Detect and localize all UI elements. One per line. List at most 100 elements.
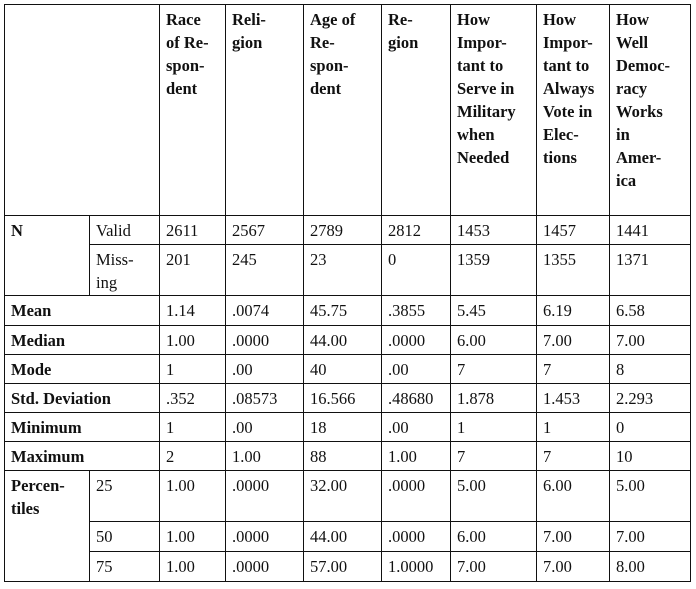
table-cell: 5.00 [609, 470, 691, 522]
table-cell: 1 [536, 412, 610, 442]
table-cell: 7 [536, 441, 610, 471]
table-cell: 7 [450, 354, 537, 384]
row-label-maximum: Maximum [4, 441, 160, 471]
table-row-percentile-75: 75 1.00 .0000 57.00 1.0000 7.00 7.00 8.0… [5, 551, 691, 582]
table-cell: .352 [159, 383, 226, 413]
table-cell: 1 [159, 412, 226, 442]
column-header: Age of Re- spon- dent [303, 4, 382, 216]
table-cell: 1 [450, 412, 537, 442]
table-cell: 7.00 [609, 521, 691, 552]
table-cell: 1.00 [159, 521, 226, 552]
table-cell: 1453 [450, 215, 537, 245]
table-cell: 6.58 [609, 295, 691, 326]
table-cell: 23 [303, 244, 382, 296]
table-cell: 10 [609, 441, 691, 471]
table-cell: .0000 [381, 521, 451, 552]
table-cell: 7 [450, 441, 537, 471]
statistics-table: Race of Re- spon- dent Reli- gion Age of… [4, 4, 691, 582]
table-cell: 1 [159, 354, 226, 384]
row-label-n: N [4, 215, 90, 296]
table-cell: 88 [303, 441, 382, 471]
row-sublabel-percentile: 50 [89, 521, 160, 552]
table-cell: 2812 [381, 215, 451, 245]
table-cell: .00 [225, 354, 304, 384]
table-cell: 6.00 [536, 470, 610, 522]
table-cell: 1.453 [536, 383, 610, 413]
column-header: Reli- gion [225, 4, 304, 216]
table-cell: 1.00 [159, 325, 226, 355]
row-sublabel-percentile: 75 [89, 551, 160, 582]
table-cell: 1.0000 [381, 551, 451, 582]
table-cell: .00 [381, 354, 451, 384]
table-cell: 5.00 [450, 470, 537, 522]
table-cell: .00 [225, 412, 304, 442]
table-row-percentile-50: 50 1.00 .0000 44.00 .0000 6.00 7.00 7.00 [5, 521, 691, 552]
table-cell: 16.566 [303, 383, 382, 413]
table-cell: 1.00 [225, 441, 304, 471]
row-sublabel-valid: Valid [89, 215, 160, 245]
column-header: Race of Re- spon- dent [159, 4, 226, 216]
table-cell: 2789 [303, 215, 382, 245]
table-cell: 8 [609, 354, 691, 384]
table-row-missing: Miss- ing 201 245 23 0 1359 1355 1371 [5, 244, 691, 296]
table-cell: 7.00 [536, 551, 610, 582]
table-cell: 2 [159, 441, 226, 471]
table-cell: 1355 [536, 244, 610, 296]
table-cell: 7.00 [450, 551, 537, 582]
column-header: How Well Democ- racy Works in Amer- ica [609, 4, 691, 216]
table-cell: 44.00 [303, 325, 382, 355]
table-cell: .0000 [225, 551, 304, 582]
table-cell: .0000 [225, 521, 304, 552]
table-cell: .0000 [381, 470, 451, 522]
row-label-percentiles: Percen- tiles [4, 470, 90, 582]
table-cell: 2.293 [609, 383, 691, 413]
column-header: Re- gion [381, 4, 451, 216]
table-cell: .00 [381, 412, 451, 442]
table-cell: 7.00 [609, 325, 691, 355]
table-cell: 7.00 [536, 325, 610, 355]
table-cell: 0 [381, 244, 451, 296]
table-cell: 8.00 [609, 551, 691, 582]
table-cell: 6.19 [536, 295, 610, 326]
table-cell: 44.00 [303, 521, 382, 552]
table-cell: 45.75 [303, 295, 382, 326]
table-cell: 5.45 [450, 295, 537, 326]
table-cell: 1441 [609, 215, 691, 245]
table-cell: 1359 [450, 244, 537, 296]
row-label-std-deviation: Std. Deviation [4, 383, 160, 413]
table-row-minimum: Minimum 1 .00 18 .00 1 1 0 [4, 412, 691, 442]
table-cell: 7 [536, 354, 610, 384]
table-cell: 1371 [609, 244, 691, 296]
table-row-maximum: Maximum 2 1.00 88 1.00 7 7 10 [4, 441, 691, 471]
table-cell: 57.00 [303, 551, 382, 582]
table-row-percentile-25: Percen- tiles 25 1.00 .0000 32.00 .0000 … [4, 470, 691, 582]
table-cell: .0074 [225, 295, 304, 326]
table-cell: 245 [225, 244, 304, 296]
table-cell: 2611 [159, 215, 226, 245]
table-cell: 1457 [536, 215, 610, 245]
table-cell: 0 [609, 412, 691, 442]
table-cell: 2567 [225, 215, 304, 245]
table-cell: 1.00 [159, 470, 226, 522]
table-cell: .0000 [225, 470, 304, 522]
table-cell: .3855 [381, 295, 451, 326]
header-corner-cell [4, 4, 160, 216]
table-cell: 1.878 [450, 383, 537, 413]
column-header: How Impor- tant to Serve in Military whe… [450, 4, 537, 216]
row-label-minimum: Minimum [4, 412, 160, 442]
table-cell: .08573 [225, 383, 304, 413]
table-row-valid: N Valid 2611 2567 2789 2812 1453 1457 14… [4, 215, 691, 296]
table-cell: 40 [303, 354, 382, 384]
table-cell: .48680 [381, 383, 451, 413]
table-row-std-deviation: Std. Deviation .352 .08573 16.566 .48680… [4, 383, 691, 413]
header-row: Race of Re- spon- dent Reli- gion Age of… [4, 4, 691, 216]
table-cell: .0000 [381, 325, 451, 355]
row-sublabel-missing: Miss- ing [89, 244, 160, 296]
table-cell: 18 [303, 412, 382, 442]
table-cell: 7.00 [536, 521, 610, 552]
row-label-mode: Mode [4, 354, 160, 384]
table-cell: 1.00 [159, 551, 226, 582]
row-sublabel-percentile: 25 [89, 470, 160, 522]
table-cell: 6.00 [450, 521, 537, 552]
table-row-mean: Mean 1.14 .0074 45.75 .3855 5.45 6.19 6.… [4, 295, 691, 326]
